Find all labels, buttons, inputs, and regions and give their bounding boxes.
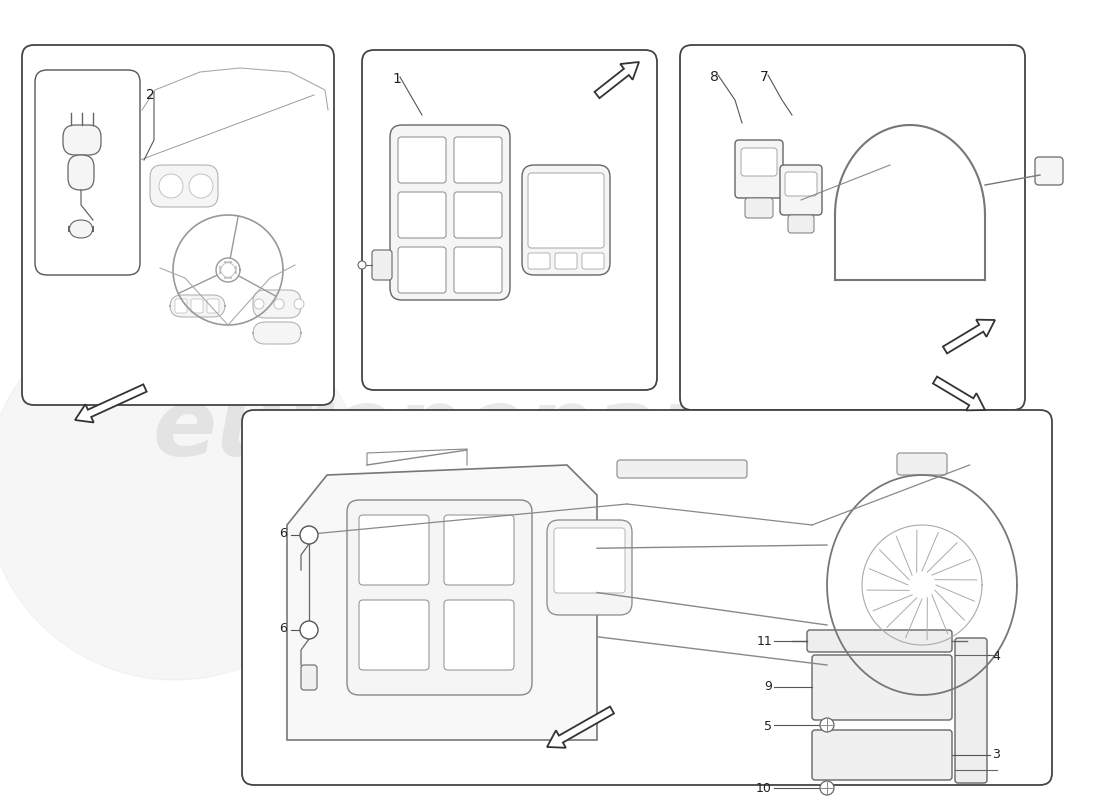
- FancyBboxPatch shape: [398, 247, 446, 293]
- Polygon shape: [140, 85, 328, 395]
- FancyBboxPatch shape: [372, 250, 392, 280]
- Circle shape: [189, 174, 213, 198]
- FancyBboxPatch shape: [896, 695, 947, 717]
- FancyBboxPatch shape: [362, 50, 657, 390]
- FancyBboxPatch shape: [807, 630, 952, 652]
- Circle shape: [300, 526, 318, 544]
- FancyBboxPatch shape: [528, 253, 550, 269]
- Text: 10: 10: [756, 782, 772, 795]
- Circle shape: [0, 300, 365, 680]
- FancyBboxPatch shape: [220, 262, 236, 278]
- FancyBboxPatch shape: [785, 172, 817, 196]
- FancyBboxPatch shape: [63, 125, 101, 155]
- Text: 4: 4: [992, 650, 1000, 663]
- FancyBboxPatch shape: [359, 515, 429, 585]
- Polygon shape: [943, 320, 996, 354]
- FancyBboxPatch shape: [444, 515, 514, 585]
- Text: 1: 1: [392, 72, 400, 86]
- FancyBboxPatch shape: [175, 299, 187, 313]
- FancyBboxPatch shape: [242, 410, 1052, 785]
- FancyBboxPatch shape: [745, 198, 773, 218]
- FancyBboxPatch shape: [522, 165, 611, 275]
- Text: a passion for parts since 1985: a passion for parts since 1985: [382, 454, 738, 526]
- FancyBboxPatch shape: [812, 655, 952, 720]
- Circle shape: [820, 718, 834, 732]
- FancyBboxPatch shape: [547, 520, 632, 615]
- FancyBboxPatch shape: [780, 165, 822, 215]
- FancyBboxPatch shape: [955, 638, 987, 783]
- FancyBboxPatch shape: [454, 192, 502, 238]
- FancyBboxPatch shape: [359, 600, 429, 670]
- FancyBboxPatch shape: [398, 137, 446, 183]
- FancyBboxPatch shape: [454, 137, 502, 183]
- FancyBboxPatch shape: [528, 173, 604, 248]
- FancyBboxPatch shape: [253, 322, 301, 344]
- FancyBboxPatch shape: [741, 148, 777, 176]
- Circle shape: [300, 621, 318, 639]
- Polygon shape: [547, 706, 614, 748]
- FancyBboxPatch shape: [617, 460, 747, 478]
- FancyBboxPatch shape: [207, 299, 219, 313]
- FancyBboxPatch shape: [444, 600, 514, 670]
- Circle shape: [254, 299, 264, 309]
- FancyBboxPatch shape: [346, 500, 532, 695]
- FancyBboxPatch shape: [896, 453, 947, 475]
- Text: 5: 5: [764, 720, 772, 733]
- Text: 8: 8: [710, 70, 719, 84]
- FancyBboxPatch shape: [1035, 157, 1063, 185]
- Text: 2: 2: [146, 88, 155, 102]
- FancyBboxPatch shape: [170, 295, 226, 317]
- Circle shape: [294, 299, 304, 309]
- FancyBboxPatch shape: [788, 215, 814, 233]
- FancyBboxPatch shape: [582, 253, 604, 269]
- FancyBboxPatch shape: [398, 192, 446, 238]
- FancyBboxPatch shape: [680, 45, 1025, 410]
- FancyBboxPatch shape: [390, 125, 510, 300]
- FancyBboxPatch shape: [69, 220, 94, 238]
- FancyBboxPatch shape: [301, 665, 317, 690]
- FancyBboxPatch shape: [253, 290, 301, 318]
- FancyBboxPatch shape: [554, 528, 625, 593]
- Text: 11: 11: [757, 635, 772, 648]
- FancyBboxPatch shape: [35, 70, 140, 275]
- Text: 6: 6: [279, 527, 287, 540]
- FancyBboxPatch shape: [191, 299, 204, 313]
- Polygon shape: [287, 465, 597, 740]
- FancyBboxPatch shape: [68, 155, 94, 190]
- Polygon shape: [933, 377, 984, 410]
- FancyBboxPatch shape: [150, 165, 218, 207]
- Text: 7: 7: [760, 70, 769, 84]
- Polygon shape: [75, 384, 146, 422]
- Text: 6: 6: [279, 622, 287, 635]
- FancyBboxPatch shape: [22, 45, 334, 405]
- Text: 3: 3: [992, 748, 1000, 761]
- Circle shape: [274, 299, 284, 309]
- Circle shape: [358, 261, 366, 269]
- FancyBboxPatch shape: [454, 247, 502, 293]
- Polygon shape: [594, 62, 639, 98]
- FancyBboxPatch shape: [735, 140, 783, 198]
- Circle shape: [820, 781, 834, 795]
- Text: 9: 9: [764, 680, 772, 693]
- FancyBboxPatch shape: [556, 253, 578, 269]
- Circle shape: [160, 174, 183, 198]
- FancyBboxPatch shape: [812, 730, 952, 780]
- Text: europeparts: europeparts: [153, 384, 807, 476]
